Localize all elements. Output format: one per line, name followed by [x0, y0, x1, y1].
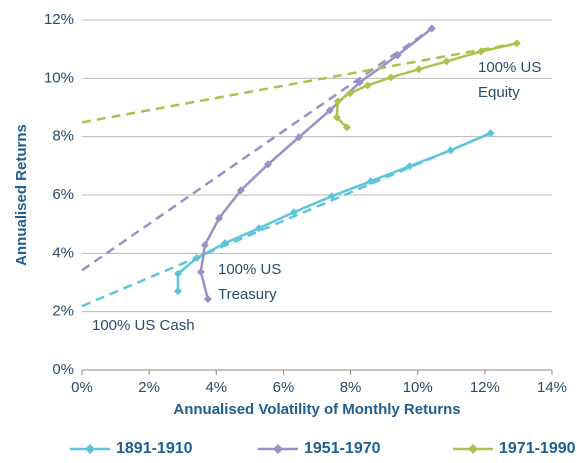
marker — [327, 192, 336, 201]
annotation: 100% US Cash — [92, 317, 195, 334]
y-tick-label: 12% — [44, 11, 74, 28]
dashed-line — [81, 42, 517, 124]
marker — [405, 162, 414, 171]
marker — [345, 89, 354, 98]
y-tick-label: 4% — [52, 244, 74, 261]
y-tick-label: 0% — [52, 361, 74, 378]
marker — [294, 133, 303, 142]
marker — [333, 97, 342, 106]
y-tick-label: 8% — [52, 128, 74, 145]
marker — [363, 81, 372, 90]
annotation: Equity — [478, 84, 520, 101]
marker — [427, 24, 436, 33]
annotation: 100% US — [478, 59, 541, 76]
annotation: 100% US — [218, 261, 281, 278]
y-tick-label: 10% — [44, 69, 74, 86]
x-tick-label: 0% — [71, 379, 93, 396]
marker — [342, 123, 351, 132]
legend-marker — [85, 444, 95, 454]
marker — [192, 254, 201, 262]
annotation: Treasury — [218, 286, 277, 303]
marker — [414, 65, 423, 74]
marker — [174, 269, 183, 278]
y-tick-label: 2% — [52, 303, 74, 320]
legend-label: 1951-1970 — [304, 440, 381, 457]
marker — [476, 47, 485, 56]
legend-label: 1891-1910 — [116, 440, 193, 457]
x-axis-title: Annualised Volatility of Monthly Returns — [173, 401, 460, 418]
marker — [200, 241, 209, 250]
marker — [355, 78, 364, 87]
marker — [393, 51, 402, 60]
marker — [221, 239, 230, 248]
y-axis-title: Annualised Returns — [13, 124, 30, 266]
marker — [203, 295, 212, 304]
y-tick-label: 6% — [52, 186, 74, 203]
marker — [236, 186, 245, 195]
series-line — [335, 42, 518, 129]
marker — [263, 160, 272, 169]
x-tick-label: 4% — [205, 379, 227, 396]
x-tick-label: 10% — [403, 379, 433, 396]
marker — [446, 146, 455, 155]
x-tick-label: 14% — [537, 379, 567, 396]
legend-marker — [273, 444, 283, 454]
marker — [332, 113, 341, 122]
marker — [512, 39, 521, 48]
marker — [174, 287, 183, 296]
x-tick-label: 2% — [138, 379, 160, 396]
marker — [196, 268, 205, 276]
marker — [366, 177, 375, 186]
marker — [442, 57, 451, 66]
x-tick-label: 8% — [340, 379, 362, 396]
legend-marker — [468, 444, 478, 454]
marker — [214, 214, 223, 223]
legend-label: 1971-1990 — [499, 440, 576, 457]
dashed-line — [81, 27, 433, 272]
marker — [486, 129, 495, 138]
marker — [289, 208, 298, 217]
marker — [386, 73, 395, 82]
x-tick-label: 12% — [470, 379, 500, 396]
x-tick-label: 6% — [273, 379, 295, 396]
marker — [254, 224, 263, 233]
marker — [325, 106, 334, 115]
